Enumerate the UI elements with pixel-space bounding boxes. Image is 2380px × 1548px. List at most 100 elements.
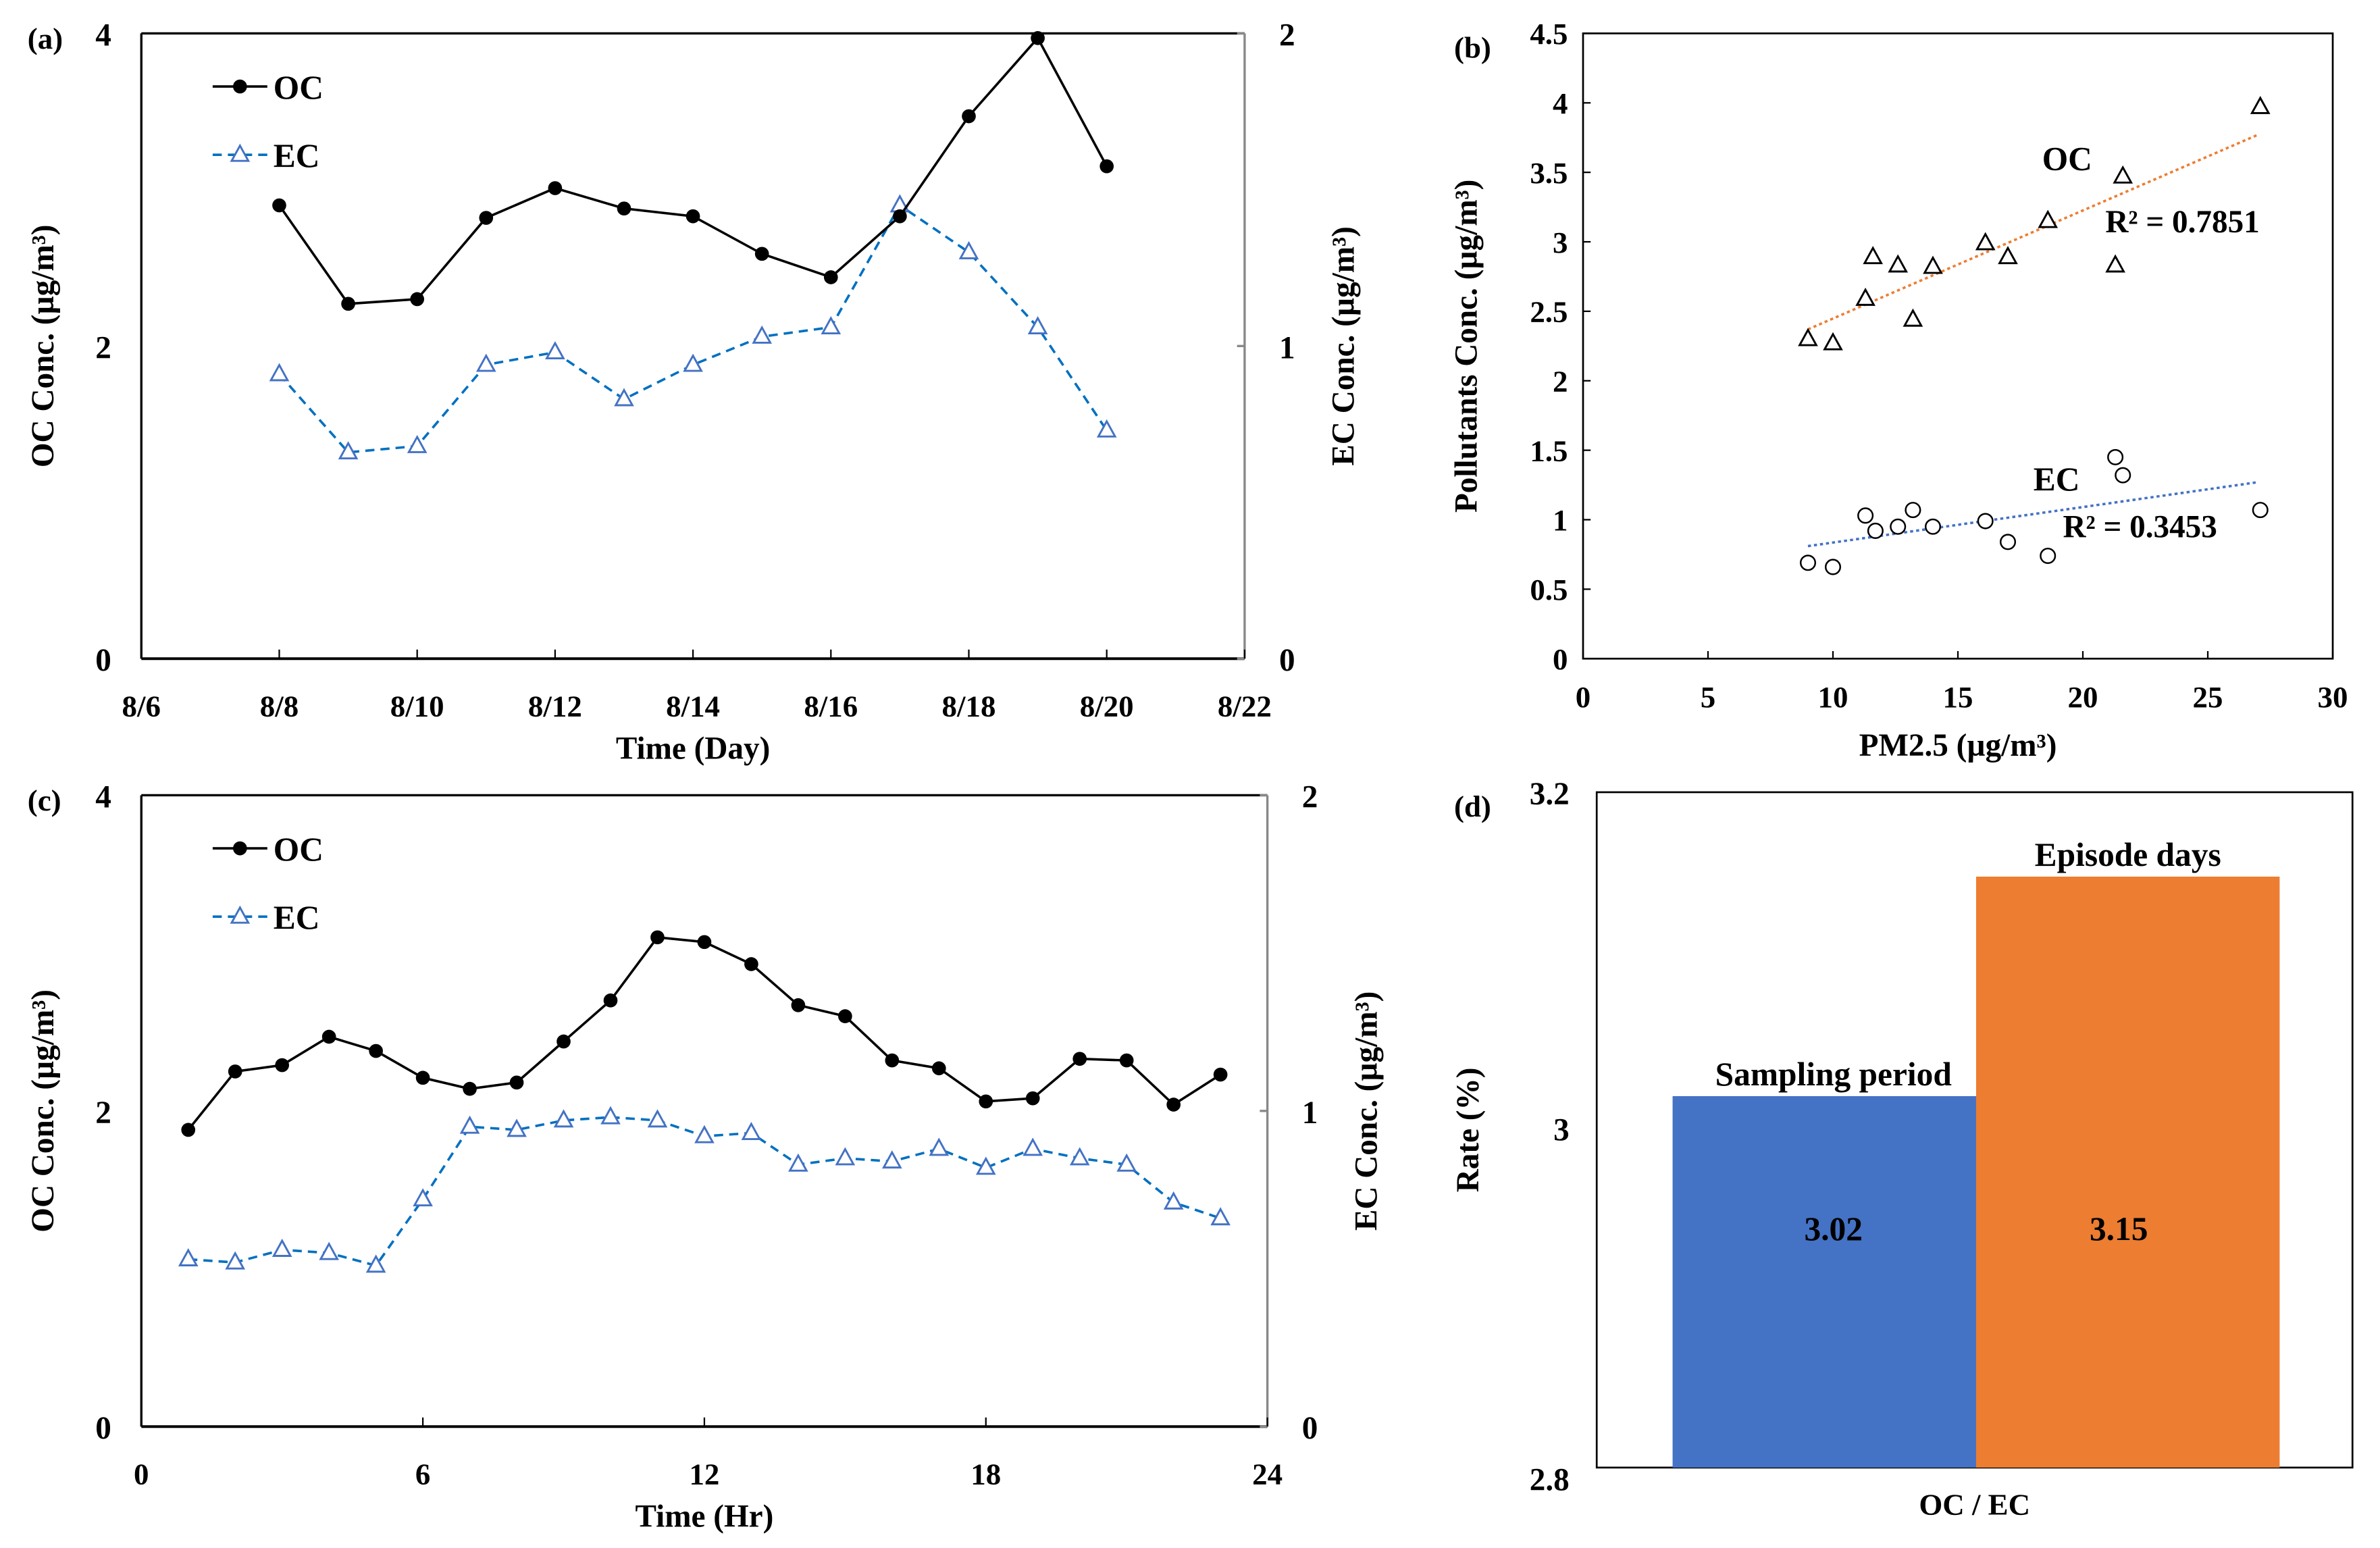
ec-point	[459, 1115, 480, 1134]
ec-point	[1163, 1191, 1184, 1210]
x-tick-label: 12	[689, 1457, 719, 1491]
ec-point	[1890, 518, 1907, 535]
oc-point	[509, 1075, 524, 1090]
y-tick-label: 0	[95, 643, 111, 678]
ec-point	[835, 1147, 856, 1166]
ec-point	[1096, 419, 1117, 438]
ec-point	[752, 325, 773, 344]
bar-sampling-period	[1672, 1095, 1976, 1468]
x-tick-label: 0	[1576, 680, 1590, 714]
panel-c	[140, 794, 1269, 1428]
ec-point	[600, 1106, 621, 1125]
oc-point	[1100, 159, 1114, 174]
ec-point	[975, 1156, 996, 1175]
y2-tick-label: 2	[1279, 18, 1295, 53]
oc-point	[1855, 287, 1875, 306]
ec-point	[407, 434, 428, 453]
oc-point	[479, 211, 494, 225]
oc-point	[1031, 31, 1045, 45]
x-tick-label: 18	[971, 1457, 1001, 1491]
y-tick-label: 3	[1553, 226, 1568, 259]
oc-point	[1119, 1053, 1134, 1068]
oc-point	[1888, 254, 1909, 273]
ec-point	[2107, 448, 2124, 465]
ec-point	[319, 1241, 339, 1260]
panel-label: (c)	[28, 783, 61, 817]
x-axis-title: Time (Hr)	[636, 1499, 774, 1534]
oc-point	[885, 1053, 900, 1068]
oc-point	[272, 198, 286, 213]
x-tick-label: 30	[2318, 680, 2348, 714]
bar-category-label: Episode days	[2035, 836, 2221, 873]
legend-ec-marker	[230, 143, 251, 162]
oc-line	[187, 935, 1222, 1131]
oc-point	[1923, 255, 1943, 274]
oc-point	[463, 1081, 477, 1096]
y-axis-title: Pollutants Conc. (µg/m³)	[1449, 180, 1484, 513]
oc-point	[1166, 1098, 1181, 1112]
ec-point	[413, 1188, 433, 1207]
oc-point	[181, 1123, 196, 1137]
plot-frame	[1582, 32, 2334, 660]
y-tick-label: 0.5	[1530, 573, 1568, 607]
y-tick-label: 0	[95, 1411, 111, 1446]
oc-line	[278, 36, 1108, 305]
legend-ec-marker	[230, 905, 251, 924]
oc-point	[979, 1094, 993, 1109]
ec-point	[694, 1125, 715, 1143]
ec-point	[1867, 522, 1884, 539]
x-tick-label: 8/18	[942, 690, 996, 723]
x-axis-title: Time (Day)	[616, 731, 770, 767]
legend-oc-marker	[233, 79, 247, 94]
y-tick-label: 4	[95, 779, 111, 815]
panel-label: (b)	[1454, 30, 1491, 64]
oc-point	[1025, 1091, 1040, 1106]
x-tick-label: 10	[1818, 680, 1848, 714]
x-tick-label: 8/16	[804, 690, 858, 723]
ec-point	[741, 1122, 762, 1141]
oc-point	[369, 1043, 383, 1058]
ec-r2-label: R² = 0.3453	[2063, 509, 2217, 544]
oc-point	[744, 957, 758, 971]
oc-point	[1975, 232, 1996, 251]
x-tick-label: 20	[2068, 680, 2098, 714]
x-tick-label: 8/6	[122, 690, 161, 723]
ec-point	[1905, 502, 1921, 519]
ec-point	[683, 353, 703, 372]
ec-line	[278, 203, 1108, 454]
ec-point	[1069, 1147, 1090, 1166]
oc-point	[685, 209, 700, 224]
ec-point	[929, 1137, 950, 1156]
oc-point	[341, 296, 355, 311]
ec-point	[821, 316, 842, 335]
ec-point	[2252, 502, 2269, 519]
y2-tick-label: 0	[1279, 643, 1295, 678]
oc-point	[1863, 246, 1884, 265]
oc-point	[410, 292, 425, 307]
oc-point	[548, 181, 563, 195]
ec-point	[1210, 1207, 1231, 1226]
oc-point	[1903, 308, 1923, 327]
ec-point	[507, 1118, 527, 1137]
ec-point	[475, 353, 496, 372]
ec-point	[958, 240, 979, 259]
y-tick-label: 3	[1553, 1113, 1570, 1148]
ec-point	[2040, 547, 2056, 565]
y2-tick-label: 1	[1302, 1095, 1318, 1131]
ec-series-label: EC	[2034, 461, 2080, 498]
ec-point	[1023, 1137, 1043, 1156]
oc-point	[1998, 246, 2018, 265]
oc-point	[1213, 1067, 1228, 1082]
y-tick-label: 1	[1553, 503, 1568, 537]
ec-point	[647, 1109, 668, 1128]
oc-point	[603, 993, 618, 1008]
legend-oc-label: OC	[274, 69, 324, 106]
bar-category-label: Sampling period	[1715, 1056, 1952, 1093]
oc-point	[1798, 328, 1818, 346]
x-tick-label: 8/14	[666, 690, 720, 723]
ec-trendline	[1807, 481, 2258, 548]
panel-a	[140, 31, 1246, 661]
bar-value-label: 3.02	[1805, 1210, 1863, 1247]
legend-ec-label: EC	[274, 899, 320, 936]
